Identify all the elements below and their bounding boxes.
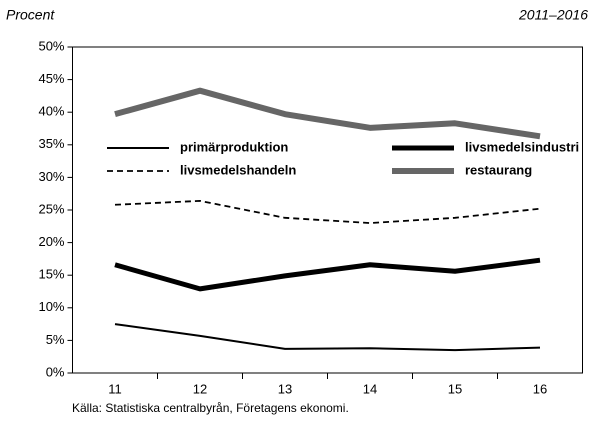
header-right: 2011–2016 [518, 7, 588, 23]
y-tick-label: 15% [38, 267, 64, 282]
legend-label: livsmedelsindustri [465, 139, 579, 154]
legend-label: restaurang [465, 162, 532, 177]
x-tick-label: 14 [363, 381, 377, 396]
y-tick-label: 0% [46, 364, 65, 379]
series-line [114, 87, 541, 140]
y-tick-label: 35% [38, 136, 64, 151]
y-tick-label: 50% [38, 38, 64, 53]
y-tick-label: 10% [38, 299, 64, 314]
y-tick-label: 20% [38, 234, 64, 249]
y-tick-label: 30% [38, 169, 64, 184]
y-tick-label: 25% [38, 201, 64, 216]
plot-frame [72, 46, 583, 374]
x-tick-label: 13 [278, 381, 292, 396]
x-tick-label: 12 [193, 381, 207, 396]
series-line [114, 199, 541, 224]
y-tick-label: 45% [38, 71, 64, 86]
series-line [114, 323, 541, 352]
y-tick-label: 40% [38, 104, 64, 119]
series-line [114, 257, 541, 292]
header-left: Procent [6, 7, 55, 23]
y-tick-label: 5% [46, 332, 65, 347]
x-tick-label: 15 [448, 381, 462, 396]
source: Källa: Statistiska centralbyrån, Företag… [72, 401, 349, 415]
legend-label: primärproduktion [180, 139, 288, 154]
legend-label: livsmedelshandeln [180, 162, 296, 177]
x-tick-label: 16 [533, 381, 547, 396]
x-tick-label: 11 [108, 381, 122, 396]
